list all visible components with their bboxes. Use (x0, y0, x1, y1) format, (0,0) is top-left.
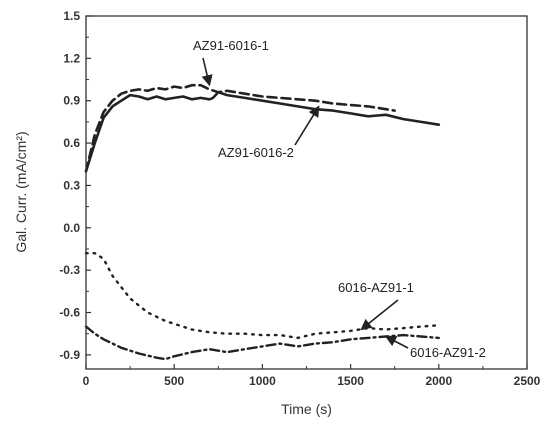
y-tick-label: 0.0 (63, 221, 80, 235)
annotation-arrow-6016-az91-2 (384, 335, 409, 349)
annotation-label-az91-6016-1: AZ91-6016-1 (193, 38, 269, 53)
annotation-arrow-az91-6016-1 (201, 57, 213, 87)
tick-layer: 0 500 1000 1500 2000 2500 -0.9 -0.6 -0.3 0.0 0.3 0.… (59, 9, 540, 388)
annotation-arrow-6016-az91-1 (360, 299, 399, 331)
x-tick-label: 2500 (514, 374, 541, 388)
annotation-arrow-az91-6016-2 (294, 105, 320, 146)
plot-area (86, 16, 527, 369)
y-tick-label: 1.2 (63, 51, 80, 65)
y-tick-label: 0.9 (63, 94, 80, 108)
y-tick-label: -0.6 (59, 306, 80, 320)
x-tick-label: 0 (83, 374, 90, 388)
series-line-6016-az91-2 (84, 325, 440, 361)
series-line-az91-6016-2 (84, 90, 441, 173)
y-tick-label: -0.9 (59, 348, 80, 362)
annotation-label-6016-az91-1: 6016-AZ91-1 (338, 280, 414, 295)
y-axis-title: Gal. Curr. (mA/cm²) (13, 131, 29, 252)
x-tick-label: 500 (164, 374, 184, 388)
annotation-label-az91-6016-2: AZ91-6016-2 (218, 145, 294, 160)
annotation-layer: AZ91-6016-1 AZ91-6016-2 6016-AZ91-1 6016-AZ… (193, 38, 486, 360)
y-tick-label: -0.3 (59, 263, 80, 277)
x-tick-label: 2000 (425, 374, 452, 388)
y-tick-label: 0.3 (63, 178, 80, 192)
x-tick-label: 1500 (337, 374, 364, 388)
y-tick-label: 0.6 (63, 136, 80, 150)
annotation-label-6016-az91-2: 6016-AZ91-2 (410, 345, 486, 360)
x-axis-title: Time (s) (281, 401, 332, 417)
series-line-az91-6016-1 (84, 83, 397, 173)
x-tick-label: 1000 (249, 374, 276, 388)
y-tick-label: 1.5 (63, 9, 80, 23)
